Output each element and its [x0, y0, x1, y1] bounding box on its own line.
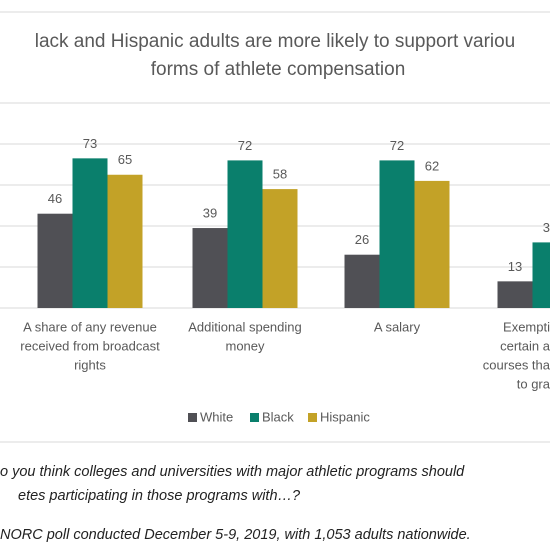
value-label: 65	[118, 152, 132, 167]
x-tick-label: to gra	[517, 376, 550, 391]
bar	[72, 158, 108, 308]
legend-swatch	[188, 413, 197, 422]
value-label: 72	[238, 138, 252, 153]
value-label: 32	[543, 220, 550, 235]
legend-label: Black	[262, 409, 294, 424]
x-tick-label: money	[225, 338, 265, 353]
legend-swatch	[308, 413, 317, 422]
x-tick-label: A share of any revenue	[23, 319, 157, 334]
value-label: 62	[425, 158, 439, 173]
x-tick-label: Exempti	[503, 319, 550, 334]
x-tick-label: A salary	[374, 319, 421, 334]
value-label: 26	[355, 232, 369, 247]
bar	[262, 189, 298, 308]
source: NORC poll conducted December 5-9, 2019, …	[0, 527, 471, 543]
x-tick-label: courses tha	[483, 357, 550, 372]
chart-title: lack and Hispanic adults are more likely…	[35, 31, 516, 52]
legend-label: White	[200, 409, 233, 424]
bar	[192, 228, 228, 308]
bar	[497, 281, 533, 308]
legend-swatch	[250, 413, 259, 422]
value-label: 72	[390, 138, 404, 153]
bar	[37, 213, 73, 308]
bar	[414, 180, 450, 308]
bar	[379, 160, 415, 308]
bar	[107, 174, 143, 308]
bar	[344, 254, 380, 308]
value-label: 13	[508, 259, 522, 274]
legend-label: Hispanic	[320, 409, 370, 424]
value-label: 73	[83, 136, 97, 151]
x-tick-label: received from broadcast	[20, 338, 160, 353]
question: etes participating in those programs wit…	[18, 488, 301, 504]
question: o you think colleges and universities wi…	[0, 464, 465, 480]
x-tick-label: rights	[74, 357, 106, 372]
bar	[532, 242, 550, 308]
x-tick-label: Additional spending	[188, 319, 301, 334]
x-tick-label: certain a	[500, 338, 550, 353]
value-label: 58	[273, 167, 287, 182]
bar	[227, 160, 263, 308]
value-label: 39	[203, 205, 217, 220]
chart-title: forms of athlete compensation	[151, 59, 406, 80]
value-label: 46	[48, 191, 62, 206]
